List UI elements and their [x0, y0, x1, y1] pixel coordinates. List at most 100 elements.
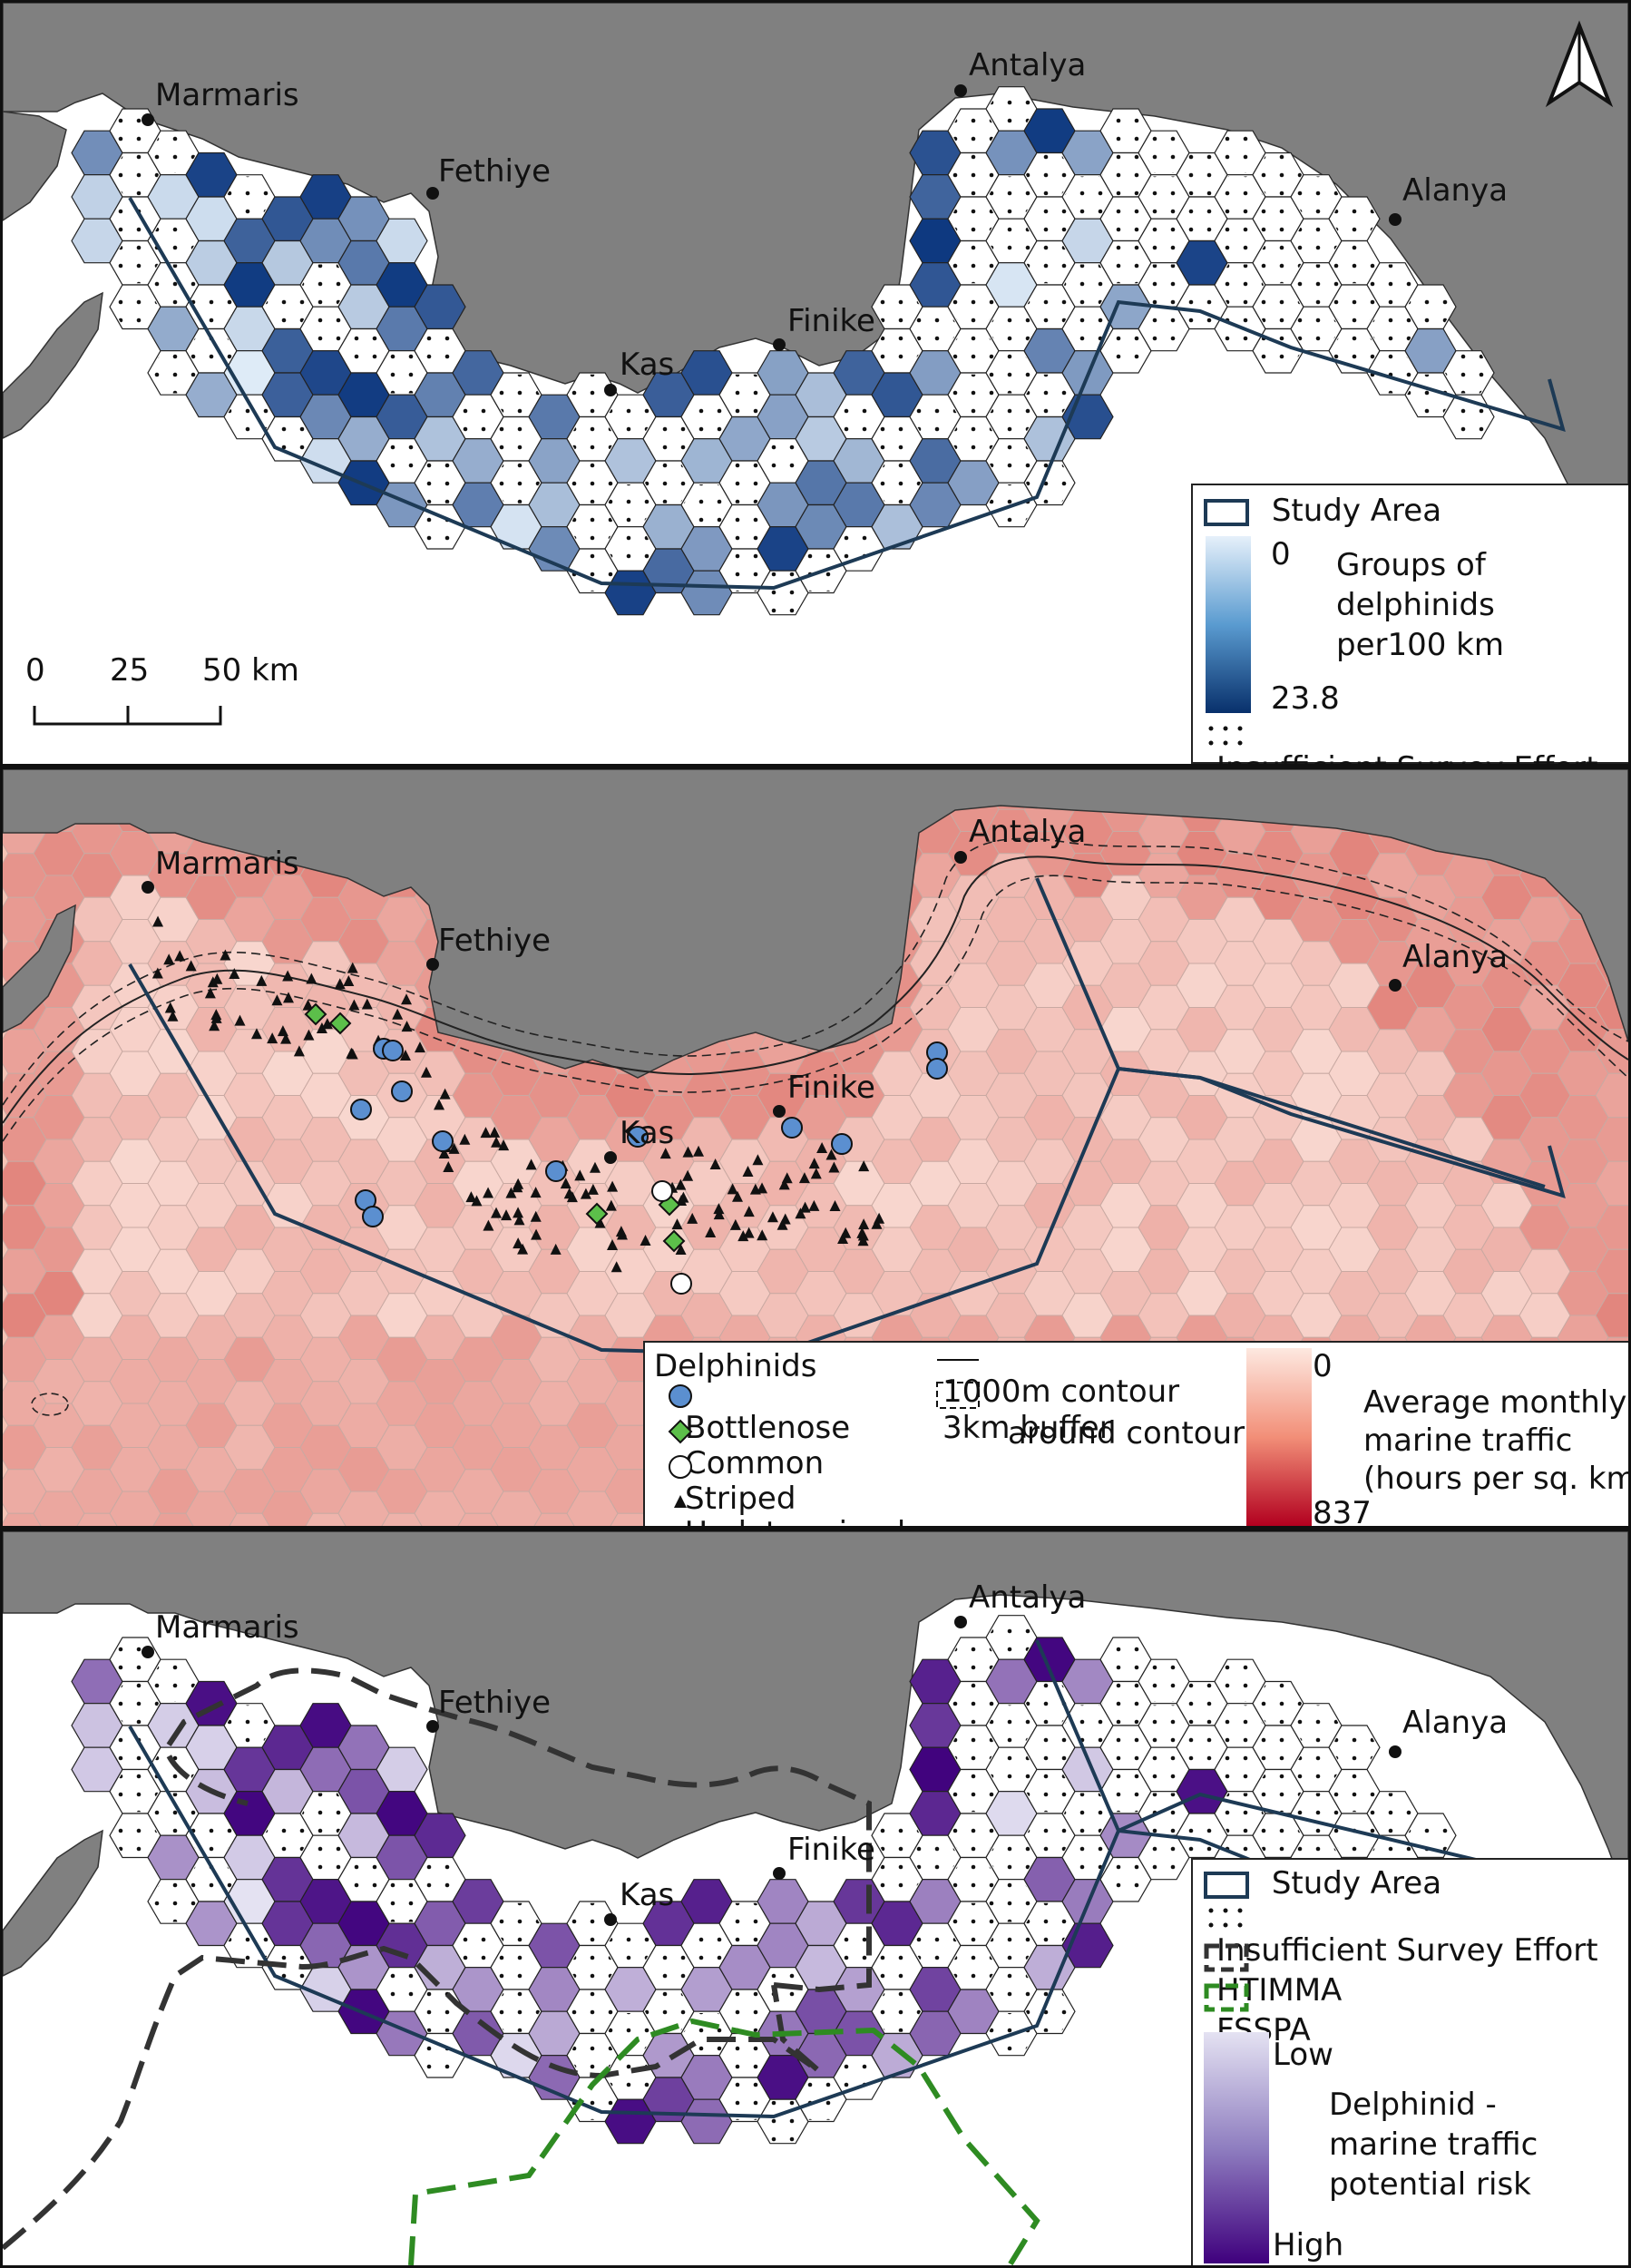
hex-cell-dots — [912, 396, 959, 437]
sighting-undetermined — [682, 1146, 694, 1158]
hex-cell-dots — [1026, 1814, 1073, 1856]
sighting-bottlenose — [781, 1117, 803, 1139]
hex-cell-dots — [112, 154, 159, 196]
hex-cell-dots — [1255, 1771, 1302, 1813]
sighting-bottlenose — [432, 1130, 454, 1152]
sighting-bottlenose — [545, 1160, 567, 1182]
sighting-undetermined — [164, 1002, 176, 1013]
sighting-undetermined — [471, 1195, 483, 1207]
hex-cell-dots — [950, 1859, 997, 1901]
kas-dot-p3 — [604, 1913, 617, 1926]
hex-cell-dots — [150, 1881, 197, 1922]
hex-cell-dots — [569, 1947, 616, 1989]
hex-cell-dots — [493, 1947, 540, 1989]
hex-cell-dots — [988, 1837, 1035, 1878]
legend-ramp-max: 23.8 — [1271, 680, 1340, 717]
sighting-undetermined — [347, 1048, 358, 1060]
marmaris-dot-p3 — [142, 1646, 154, 1658]
sighting-undetermined — [525, 1158, 537, 1170]
hex-cell — [1595, 1072, 1628, 1119]
hex-cell-dots — [1026, 198, 1073, 240]
legend-bottlenose: Bottlenose — [685, 1410, 851, 1446]
legend-delphinids-title: Delphinids — [654, 1348, 817, 1384]
contour-buffer-outer — [3, 875, 1628, 1142]
hex-cell-dots — [950, 198, 997, 240]
sighting-undetermined — [282, 992, 294, 1003]
hex-cell-dots — [1331, 1771, 1378, 1813]
antalya-dot-p3 — [954, 1616, 967, 1628]
hex-cell-dots — [912, 308, 959, 349]
hex-cell-dots — [1445, 396, 1492, 437]
hex-cell-dots — [416, 1859, 464, 1901]
sighting-bottlenose — [362, 1206, 384, 1227]
legend-contour: 1000m contour — [942, 1374, 1180, 1410]
legend-risk-title-2: marine traffic — [1329, 2126, 1538, 2163]
legend-traffic-title-3: (hours per sq. km) — [1363, 1461, 1631, 1497]
hex-cell-dots — [1255, 198, 1302, 240]
hex-cell-dots — [493, 418, 540, 460]
hex-cell-dots — [874, 1947, 921, 1989]
hex-cell-dots — [1216, 1793, 1264, 1834]
sighting-undetermined — [675, 1244, 687, 1256]
hex-cell-dots — [607, 396, 654, 437]
hex-cell-dots — [607, 484, 654, 525]
hex-cell-dots — [302, 308, 349, 349]
sighting-bottlenose — [926, 1058, 948, 1080]
legend-insufficient: Insufficient Survey Effort — [1216, 750, 1598, 764]
undetermined-symbol — [674, 1495, 687, 1508]
sighting-undetermined — [207, 976, 219, 988]
sighting-undetermined — [517, 1243, 529, 1255]
sighting-undetermined — [563, 1188, 575, 1199]
hex-cell-dots — [874, 286, 921, 327]
label-alanya-p2: Alanya — [1402, 939, 1508, 975]
antalya-dot-p2 — [954, 851, 967, 864]
sighting-undetermined — [858, 1218, 870, 1230]
sighting-undetermined — [513, 1237, 524, 1249]
hex-cell-dots — [1255, 1683, 1302, 1725]
sighting-undetermined — [743, 1206, 755, 1217]
sighting-undetermined — [607, 1180, 619, 1192]
hex-cell-dots — [1064, 176, 1111, 218]
hex-cell-dots — [1293, 308, 1340, 349]
hex-cell-dots — [683, 484, 730, 525]
common-symbol — [668, 1419, 693, 1444]
sighting-undetermined — [434, 1099, 445, 1110]
sighting-undetermined — [671, 1218, 683, 1230]
sighting-undetermined — [560, 1178, 571, 1189]
sighting-undetermined — [491, 1136, 503, 1148]
sightings-layer — [151, 915, 948, 1295]
legend-common: Common — [685, 1445, 825, 1481]
hex-cell-dots — [721, 462, 768, 503]
hex-cell-dots — [835, 2057, 883, 2098]
hex-cell-dots — [1331, 242, 1378, 284]
hex-cell-dots — [1293, 1749, 1340, 1790]
hex-cell-dots — [874, 1859, 921, 1901]
hex-cell-dots — [835, 528, 883, 570]
map-encounter-rate: Marmaris Fethiye Kas Finike Antalya Alan… — [3, 3, 1628, 764]
finike-dot-p3 — [773, 1867, 786, 1880]
sighting-undetermined — [678, 1191, 689, 1203]
contour-island — [31, 1393, 69, 1416]
sighting-undetermined — [267, 1032, 278, 1044]
hex-cell-dots — [340, 1859, 387, 1901]
marmaris-dot — [142, 113, 154, 126]
hex-cell-dots — [950, 1638, 997, 1680]
marmaris-dot-p2 — [142, 881, 154, 894]
label-finike-p2: Finike — [787, 1070, 875, 1106]
svg-text:50 km: 50 km — [202, 652, 299, 689]
study-area-boundary — [128, 196, 1566, 591]
sighting-undetermined — [280, 1032, 292, 1044]
hex-cell-dots — [1369, 264, 1416, 306]
hex-cell — [1595, 1248, 1628, 1295]
finike-dot-p2 — [773, 1105, 786, 1118]
sighting-undetermined — [512, 1181, 523, 1193]
hex-cell-dots — [264, 286, 311, 327]
hex-cell-dots — [1140, 308, 1187, 349]
hex-cell-dots — [378, 1881, 425, 1922]
label-kas-p2: Kas — [620, 1115, 674, 1151]
hex-cell-dots — [493, 1990, 540, 2032]
sighting-undetermined — [302, 999, 314, 1011]
hex-cell — [1595, 1160, 1628, 1207]
land-turkey-p3 — [3, 1531, 1628, 1904]
hex-cell-dots — [874, 418, 921, 460]
